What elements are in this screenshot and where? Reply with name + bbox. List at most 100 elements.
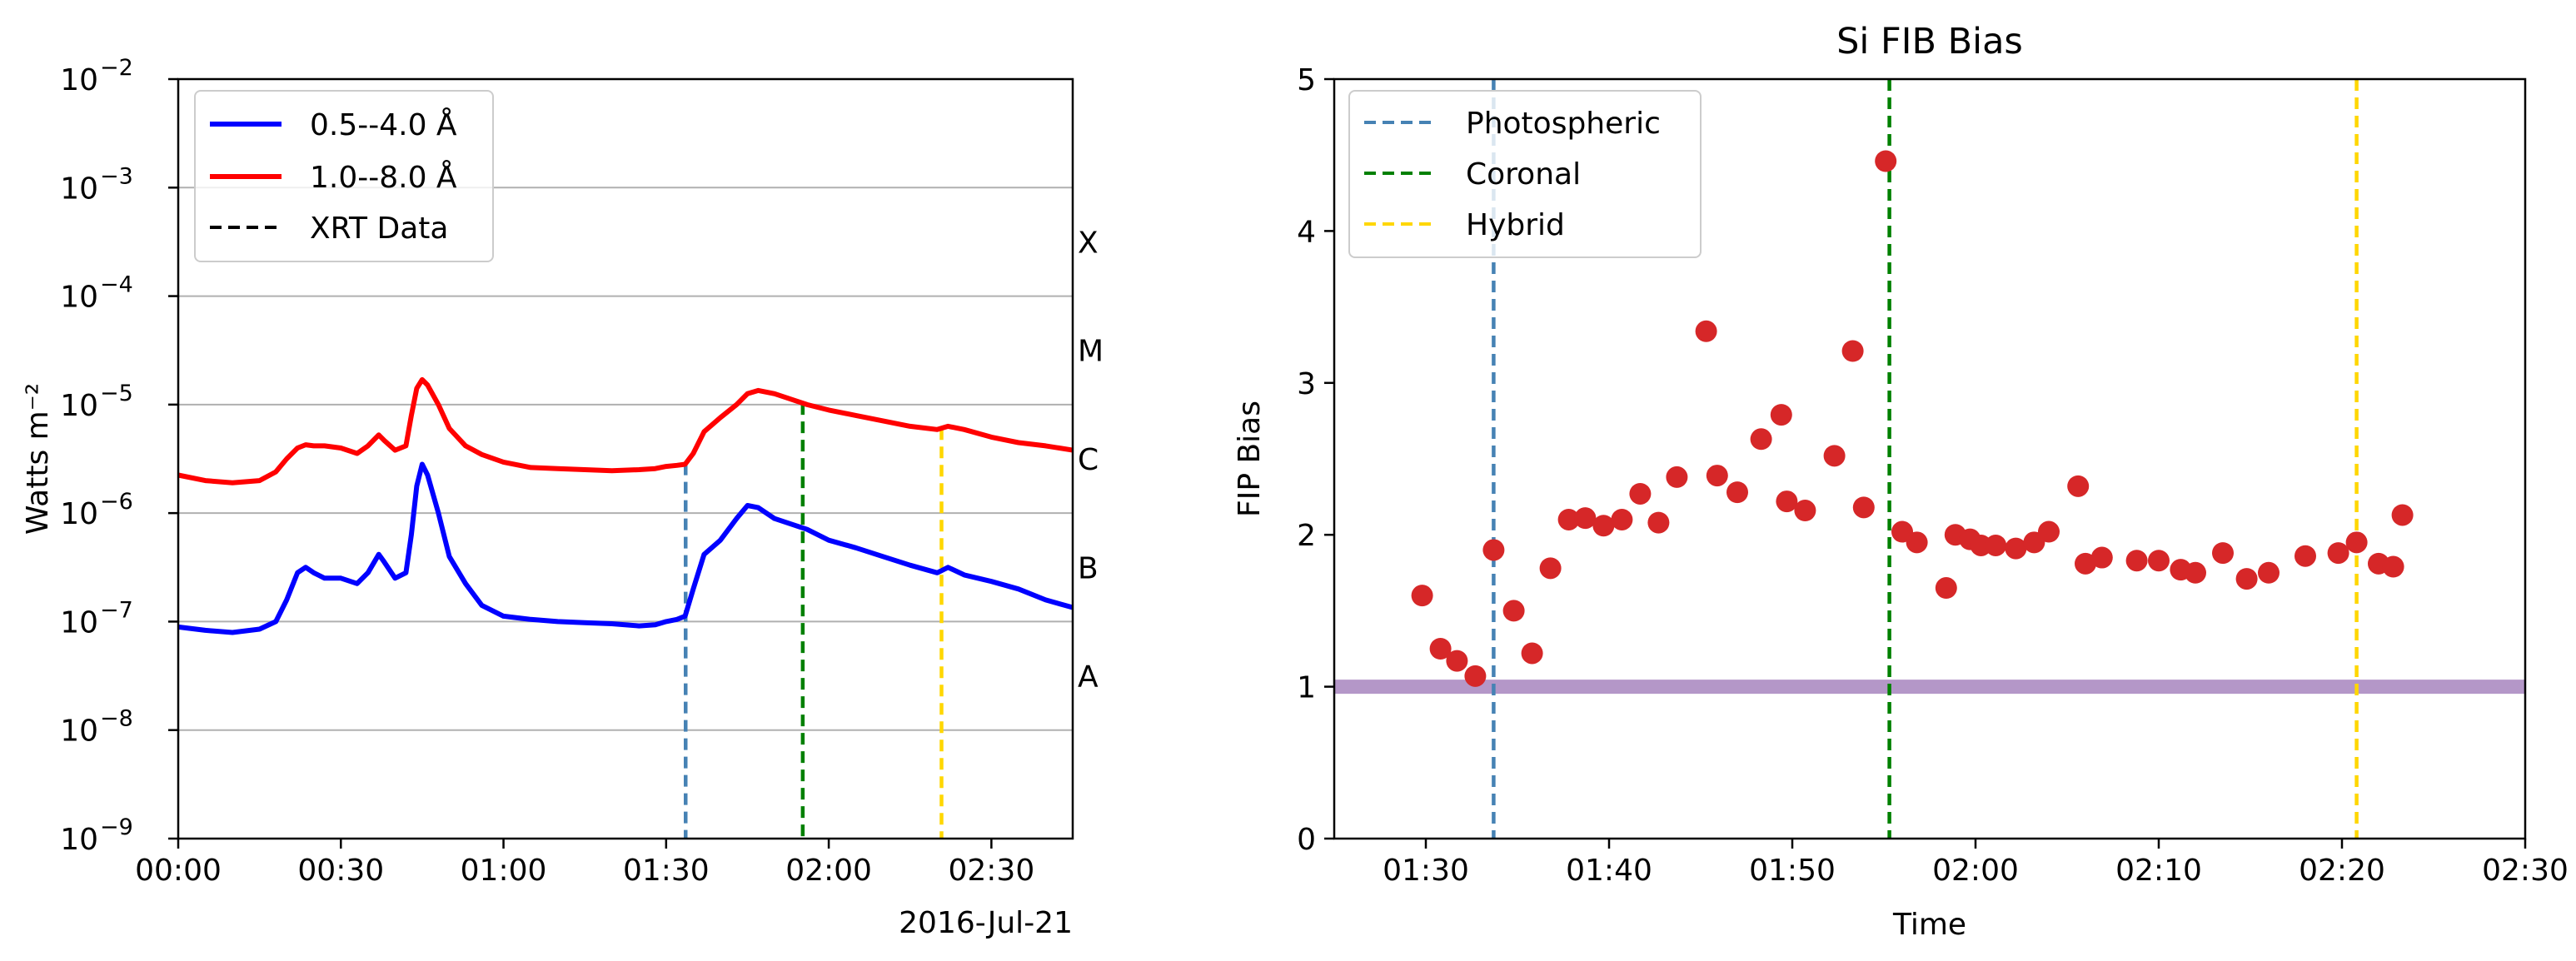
flux-series-0.5-4.0: [177, 461, 1074, 635]
legend-label-blue: 0.5--4.0 Å: [310, 107, 457, 142]
fip-bias-point: [1875, 150, 1897, 172]
left-y-tick-exponent: −4: [100, 272, 133, 298]
right-legend-box: [1348, 90, 1702, 258]
fip-bias-point: [1611, 508, 1633, 530]
left-y-tick-label: 10: [60, 63, 98, 97]
left-y-axis-label: Watts m⁻²: [21, 383, 55, 535]
flare-class-gridlines: [178, 187, 1073, 731]
right-y-tick-label: 1: [1297, 671, 1316, 705]
model-markers: [1492, 79, 2359, 839]
fip-bias-point: [2212, 542, 2234, 565]
left-y-axis-ticks: 10−910−810−710−610−510−410−310−2: [60, 55, 178, 857]
fip-bias-point: [1464, 665, 1487, 687]
right-y-tick-label: 0: [1297, 823, 1316, 857]
right-legend: Photospheric Coronal Hybrid: [1348, 90, 1702, 258]
fip-bias-point: [2382, 555, 2404, 578]
right-x-tick-label: 01:40: [1566, 854, 1652, 888]
right-x-axis-ticks: 01:30 01:40 01:50 02:00 02:10 02:20 02:30: [1383, 839, 2569, 888]
fip-bias-points: [1411, 150, 2414, 687]
fip-bias-point: [2067, 475, 2090, 497]
left-plot-frame: [177, 77, 1074, 840]
left-x-tick-label: 01:00: [461, 854, 547, 888]
fip-bias-point: [1794, 500, 1816, 522]
fip-bias-point: [1629, 482, 1652, 505]
fip-bias-point: [2327, 542, 2349, 565]
left-x-tick-label: 00:30: [297, 854, 384, 888]
left-x-tick-label: 02:30: [948, 854, 1034, 888]
left-y-tick-label: 10: [60, 497, 98, 531]
left-y-tick-exponent: −8: [100, 706, 133, 732]
right-x-axis-label: Time: [1892, 908, 1966, 942]
flux-series-1.0-8.0: [177, 376, 1074, 485]
fip-bias-point: [1935, 577, 1957, 600]
fip-bias-point: [1411, 585, 1433, 607]
right-title: Si FIB Bias: [1836, 21, 2023, 62]
flare-class-labels: A B C M X: [1078, 226, 1104, 694]
fip-bias-point: [1574, 507, 1597, 530]
left-y-tick-exponent: −7: [100, 597, 133, 623]
flare-class-label: B: [1078, 551, 1099, 585]
left-y-tick-label: 10: [60, 172, 98, 206]
si-fip-bias-panel: 01:30 01:40 01:50 02:00 02:10 02:20 02:30 0 1 2 3…: [1233, 21, 2569, 942]
fip-bias-point: [1647, 511, 1670, 534]
goes-xray-flux-panel: 00:00 00:30 01:00 01:30 02:00 02:30 10 −910 −81…: [21, 55, 1104, 940]
fip-bias-point: [2125, 550, 2148, 572]
right-y-tick-label: 2: [1297, 519, 1316, 553]
legend-label-photospheric: Photospheric: [1466, 107, 1661, 141]
right-x-tick-label: 02:30: [2482, 854, 2569, 888]
fip-bias-point: [1429, 638, 1452, 660]
fip-bias-point: [2090, 546, 2113, 569]
right-plot-frame: [1333, 77, 2527, 840]
date-label: 2016-Jul-21: [899, 906, 1073, 940]
fip-bias-point: [1770, 404, 1792, 426]
legend-label-coronal: Coronal: [1466, 157, 1581, 192]
right-y-axis-ticks: 0 1 2 3 4 5: [1297, 63, 1334, 857]
left-y-tick-label: 10: [60, 389, 98, 423]
right-x-tick-label: 02:00: [1932, 854, 2019, 888]
right-y-tick-label: 3: [1297, 367, 1316, 401]
xrt-data-markers: [684, 403, 944, 839]
left-y-tick-label: 10: [60, 715, 98, 749]
fip-bias-point: [1906, 531, 1928, 554]
left-x-tick-label: 01:30: [623, 854, 710, 888]
fip-bias-point: [1446, 650, 1468, 672]
right-x-tick-label: 02:20: [2299, 854, 2385, 888]
fip-bias-point: [2148, 550, 2170, 572]
right-x-tick-label: 01:30: [1383, 854, 1469, 888]
right-y-tick-label: 5: [1297, 63, 1316, 97]
fip-bias-point: [2391, 504, 2414, 526]
fip-bias-point: [1592, 515, 1615, 537]
fip-bias-point: [2038, 520, 2060, 543]
fip-bias-point: [1852, 496, 1875, 519]
fip-bias-point: [1502, 600, 1525, 622]
fip-bias-point: [1985, 534, 2007, 556]
fip-bias-point: [1482, 539, 1505, 561]
right-x-tick-label: 02:10: [2115, 854, 2202, 888]
left-legend: 0.5--4.0 Å 1.0--8.0 Å XRT Data: [194, 90, 494, 262]
fip-bias-point: [2345, 531, 2368, 554]
fip-bias-point: [1823, 445, 1846, 467]
left-y-tick-label: 10: [60, 605, 98, 640]
fip-bias-point: [2075, 552, 2096, 575]
left-y-tick-exponent: −5: [100, 381, 133, 406]
left-x-axis-ticks: 00:00 00:30 01:00 01:30 02:00 02:30: [135, 839, 1034, 888]
flare-class-label: X: [1078, 226, 1099, 260]
fip-bias-point: [1521, 642, 1543, 665]
fip-bias-point: [1776, 490, 1798, 513]
fip-bias-point: [1539, 557, 1562, 580]
left-y-tick-exponent: −3: [100, 163, 133, 189]
fip-bias-point: [1666, 466, 1688, 488]
flare-class-label: A: [1078, 660, 1099, 695]
left-x-tick-label: 00:00: [135, 854, 222, 888]
legend-label-red: 1.0--8.0 Å: [310, 159, 457, 195]
fip-bias-point: [1841, 340, 1864, 362]
fip-bias-point: [1726, 481, 1748, 504]
right-y-tick-label: 4: [1297, 215, 1316, 249]
flare-class-label: C: [1078, 443, 1099, 477]
fip-bias-point: [2258, 561, 2280, 584]
flare-class-label: M: [1078, 335, 1104, 369]
fip-bias-point: [2185, 561, 2206, 584]
left-y-tick-exponent: −6: [100, 489, 133, 515]
right-x-tick-label: 01:50: [1749, 854, 1836, 888]
